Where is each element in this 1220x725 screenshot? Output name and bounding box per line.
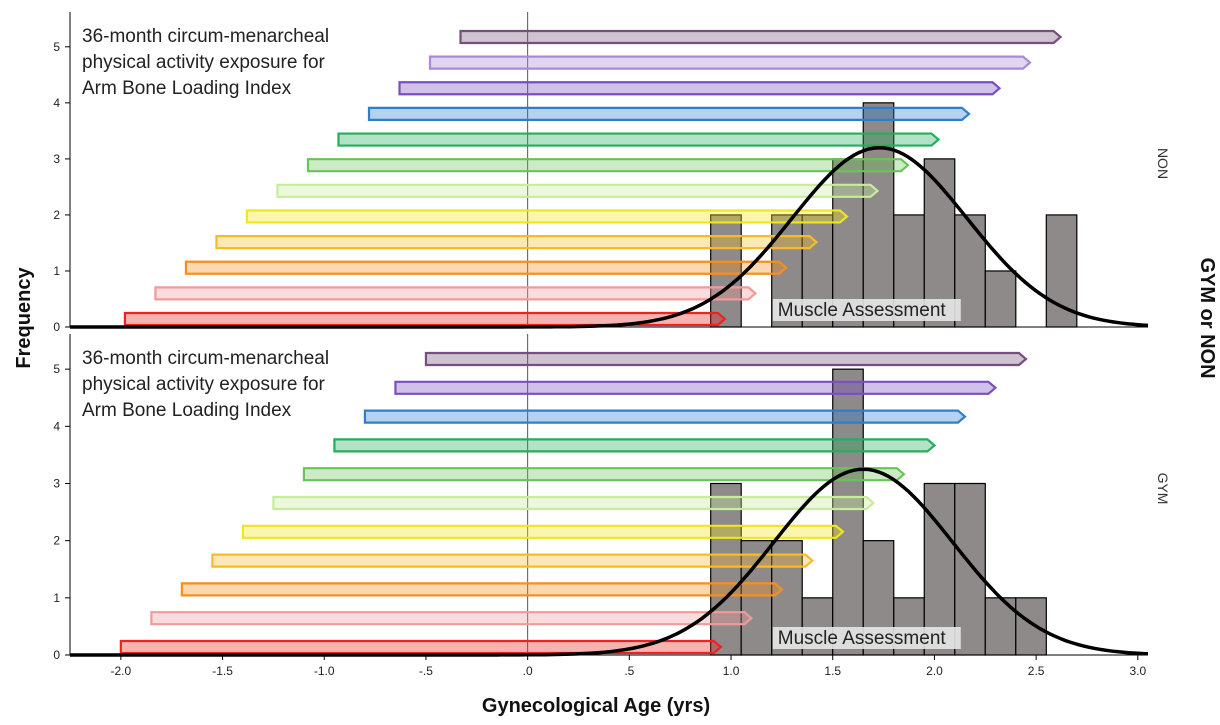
y-axis-title: Frequency bbox=[13, 267, 35, 369]
histogram-bar bbox=[832, 158, 864, 328]
exposure-window-arrow bbox=[184, 260, 788, 275]
exposure-window-arrow bbox=[398, 81, 1002, 96]
exposure-window-arrow bbox=[241, 524, 845, 539]
x-tick-label: 1.0 bbox=[723, 664, 740, 678]
exposure-window-arrow bbox=[394, 380, 998, 395]
x-tick-label: .5 bbox=[624, 664, 634, 678]
exposure-window-arrow bbox=[337, 132, 941, 147]
exposure-window-arrow bbox=[150, 611, 754, 626]
assessment-label: Muscle Assessment bbox=[778, 300, 947, 321]
x-tick-label: 3.0 bbox=[1129, 664, 1146, 678]
exposure-window-arrow bbox=[302, 467, 906, 482]
y-tick-label: 5 bbox=[53, 40, 60, 54]
facet-label-gym: GYM bbox=[1155, 473, 1171, 505]
plot-layer: 0 1 2 3 4 5 Muscle Assessment 36-month circum-m… bbox=[53, 12, 1171, 678]
x-tick-label: 1.5 bbox=[824, 664, 841, 678]
assessment-label: Muscle Assessment bbox=[778, 628, 947, 649]
normal-curve bbox=[70, 467, 1149, 657]
exposure-window-arrow bbox=[363, 409, 967, 424]
facet-label-non: NON bbox=[1155, 148, 1171, 179]
normal-curve bbox=[70, 145, 1149, 329]
histogram-bar bbox=[862, 102, 895, 328]
exposure-window-arrow bbox=[211, 553, 815, 568]
exposure-window-arrow bbox=[424, 351, 1028, 367]
histogram-bar bbox=[1015, 597, 1047, 656]
exposure-window-arrow bbox=[119, 639, 723, 655]
assessment-label-box bbox=[772, 627, 961, 649]
exposure-window-arrow bbox=[459, 29, 1063, 45]
exposure-window-arrow bbox=[215, 234, 819, 250]
histogram-bar bbox=[832, 368, 864, 656]
y-tick-label: 2 bbox=[53, 208, 60, 222]
y-tick-label: 1 bbox=[53, 264, 60, 278]
x-tick-label: .0 bbox=[523, 664, 533, 678]
exposure-window-arrow bbox=[428, 55, 1032, 70]
panel-gym: 0 1 2 3 4 5 Muscle Assessment 36-month circum-m… bbox=[53, 334, 1171, 662]
histogram-bar bbox=[710, 482, 742, 656]
exposure-window-arrow bbox=[306, 158, 910, 173]
annotation-line: physical activity exposure for bbox=[82, 52, 326, 73]
exposure-window-arrow bbox=[154, 286, 758, 301]
y-tick-label: 0 bbox=[53, 648, 60, 662]
x-tick-label: -.5 bbox=[419, 664, 433, 678]
annotation-line: Arm Bone Loading Index bbox=[82, 400, 292, 421]
assessment-label-box bbox=[772, 299, 961, 321]
facet-axis-title: GYM or NON bbox=[1196, 257, 1218, 378]
y-tick-label: 4 bbox=[53, 96, 60, 110]
annotation-line: Arm Bone Loading Index bbox=[82, 78, 292, 99]
exposure-window-arrow bbox=[180, 582, 784, 597]
panel-non: 0 1 2 3 4 5 Muscle Assessment 36-month circum-m… bbox=[53, 12, 1171, 334]
x-tick-label: 2.5 bbox=[1028, 664, 1045, 678]
x-tick-label: -1.0 bbox=[314, 664, 335, 678]
annotation-line: physical activity exposure for bbox=[82, 374, 326, 395]
histogram-bar bbox=[710, 214, 742, 328]
x-tick-label: -2.0 bbox=[111, 664, 132, 678]
exposure-window-arrow bbox=[123, 311, 727, 327]
exposure-window-arrow bbox=[333, 438, 937, 453]
y-tick-label: 5 bbox=[53, 362, 60, 376]
exposure-window-arrow bbox=[276, 183, 880, 198]
histogram-bar bbox=[984, 270, 1017, 328]
annotation-line: 36-month circum-menarcheal bbox=[82, 348, 329, 369]
exposure-window-arrow bbox=[367, 106, 971, 122]
y-tick-label: 3 bbox=[53, 476, 60, 490]
annotation-line: 36-month circum-menarcheal bbox=[82, 26, 329, 47]
x-tick-label: -1.5 bbox=[212, 664, 233, 678]
y-tick-label: 2 bbox=[53, 534, 60, 548]
y-tick-label: 0 bbox=[53, 320, 60, 334]
exposure-window-arrow bbox=[272, 495, 876, 511]
x-axis-title: Gynecological Age (yrs) bbox=[482, 695, 710, 717]
y-tick-label: 4 bbox=[53, 419, 60, 433]
y-tick-label: 3 bbox=[53, 152, 60, 166]
y-tick-label: 1 bbox=[53, 591, 60, 605]
x-tick-label: 2.0 bbox=[926, 664, 943, 678]
exposure-window-arrow bbox=[245, 209, 849, 224]
histogram-bar bbox=[954, 482, 986, 656]
